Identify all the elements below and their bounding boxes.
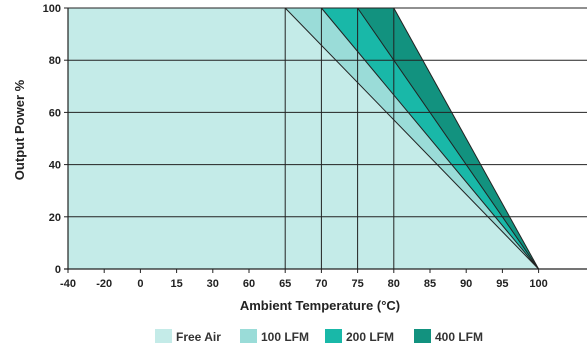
derate-line-200-lfm	[357, 7, 540, 270]
x-tick-label: -20	[96, 278, 112, 290]
derate-line-400-lfm	[393, 7, 540, 270]
legend-label-free-air: Free Air	[176, 330, 221, 344]
legend-swatch-200-lfm	[325, 329, 342, 343]
y-axis-title: Output Power %	[12, 79, 27, 180]
knee-guides	[284, 7, 540, 270]
x-tick-label: 95	[496, 278, 508, 290]
legend-swatch-100-lfm	[240, 329, 257, 343]
x-tick-label: 65	[279, 278, 291, 290]
x-tick-label: 30	[207, 278, 219, 290]
y-tick-label: 60	[49, 107, 61, 119]
x-tick-label: 0	[137, 278, 143, 290]
legend-swatch-400-lfm	[414, 329, 431, 343]
series-area-free-air	[68, 8, 539, 269]
y-axis-ticks: 0 20 40 60 80 100	[43, 3, 68, 276]
x-tick-label: 100	[529, 278, 547, 290]
y-tick-label: 20	[49, 212, 61, 224]
axes	[64, 8, 587, 270]
legend-label-200-lfm: 200 LFM	[346, 330, 394, 344]
x-tick-label: 60	[243, 278, 255, 290]
y-tick-label: 0	[55, 264, 61, 276]
legend-swatch-free-air	[155, 329, 172, 343]
grid-lines	[68, 7, 587, 218]
x-axis-title: Ambient Temperature (°C)	[240, 298, 400, 313]
y-tick-label: 80	[49, 55, 61, 67]
legend: Free Air 100 LFM 200 LFM 400 LFM	[155, 329, 483, 344]
x-tick-label: 75	[351, 278, 363, 290]
x-tick-label: -40	[60, 278, 76, 290]
x-tick-label: 70	[315, 278, 327, 290]
x-axis-ticks: -40 -20 0 15 30 60 65 70 75 80 85 90 95 100	[60, 269, 548, 290]
y-tick-label: 100	[43, 3, 61, 15]
derate-line-free-air	[284, 7, 539, 270]
legend-label-100-lfm: 100 LFM	[261, 330, 309, 344]
series-areas	[68, 8, 539, 269]
x-tick-label: 80	[388, 278, 400, 290]
y-tick-label: 40	[49, 160, 61, 172]
x-tick-label: 90	[460, 278, 472, 290]
x-tick-label: 85	[424, 278, 436, 290]
x-tick-label: 15	[170, 278, 182, 290]
legend-label-400-lfm: 400 LFM	[435, 330, 483, 344]
